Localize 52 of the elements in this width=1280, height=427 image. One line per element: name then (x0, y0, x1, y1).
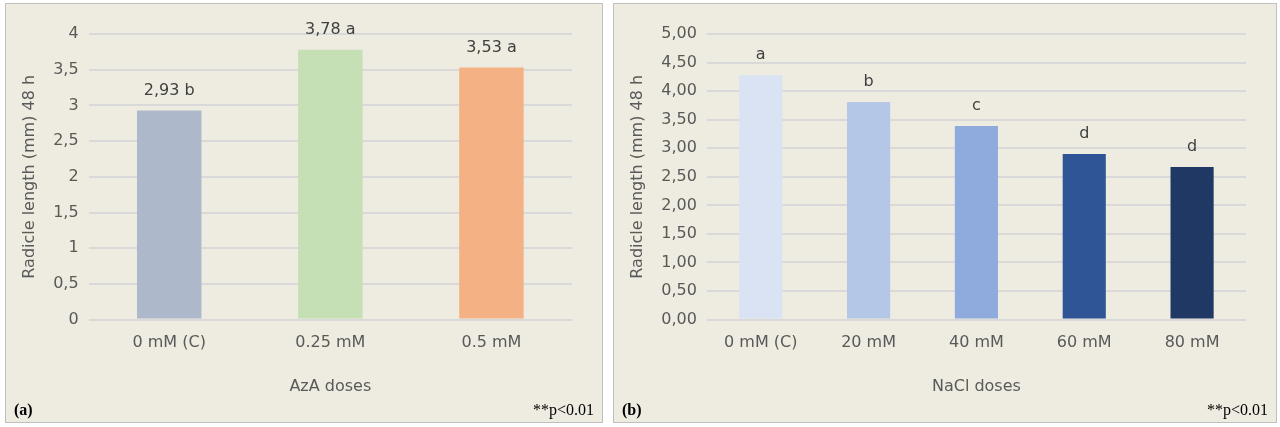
x-tick-label: 40 mM (948, 332, 1004, 352)
bar (1170, 167, 1214, 319)
x-tick-label: 60 mM (1056, 332, 1112, 352)
bar (954, 125, 998, 319)
x-tick-label: 0.25 mM (295, 332, 366, 352)
text: (a) (14, 401, 33, 420)
text: **p<0.01 (532, 401, 594, 420)
y-tick-label: 2 (68, 165, 79, 185)
y-tick-label: 3,50 (661, 108, 697, 128)
data-label: c (972, 95, 981, 115)
bar (739, 75, 783, 319)
x-axis-title: NaCl doses (931, 375, 1021, 395)
text: **p<0.01 (1206, 401, 1268, 420)
data-label: d (1079, 123, 1090, 143)
y-tick-label: 3 (68, 94, 79, 114)
x-tick-label: 0 mM (C) (724, 332, 798, 352)
y-tick-label: 3,5 (53, 58, 79, 78)
data-label: b (863, 71, 874, 91)
y-tick-label: 4,50 (661, 51, 697, 71)
y-tick-label: 1,5 (53, 201, 79, 221)
bar (298, 49, 363, 319)
x-tick-label: 20 mM (841, 332, 896, 352)
y-tick-label: 0,00 (661, 308, 697, 328)
data-label: 3,53 a (466, 36, 517, 56)
y-tick-label: 5,00 (661, 23, 697, 43)
bar (136, 110, 202, 319)
y-tick-label: 0 (68, 308, 79, 328)
x-axis-title: AzA doses (289, 375, 372, 395)
y-tick-label: 2,50 (661, 165, 697, 185)
x-tick-label: 0 mM (C) (132, 332, 206, 352)
y-tick-label: 1,50 (661, 223, 697, 243)
bar (1062, 153, 1106, 319)
bar (459, 67, 524, 319)
y-axis-title: Radicle length (mm) 48 h (18, 74, 38, 279)
y-tick-label: 0,50 (661, 280, 697, 300)
data-label: 3,78 a (305, 18, 356, 38)
y-tick-label: 2,00 (661, 194, 697, 214)
text: (b) (622, 401, 642, 420)
y-tick-label: 0,5 (53, 273, 79, 293)
data-label: 2,93 b (143, 79, 195, 99)
y-tick-label: 4 (68, 23, 79, 43)
data-label: d (1187, 136, 1198, 156)
y-tick-label: 2,5 (53, 130, 79, 150)
y-tick-label: 1,00 (661, 251, 697, 271)
y-tick-label: 1 (68, 237, 79, 257)
x-tick-label: 80 mM (1164, 332, 1220, 352)
y-axis-title: Radicle length (mm) 48 h (626, 74, 646, 279)
bar (847, 101, 891, 319)
y-tick-label: 4,00 (661, 80, 697, 100)
x-tick-label: 0.5 mM (461, 332, 522, 352)
data-label: a (755, 44, 766, 64)
y-tick-label: 3,00 (661, 137, 697, 157)
